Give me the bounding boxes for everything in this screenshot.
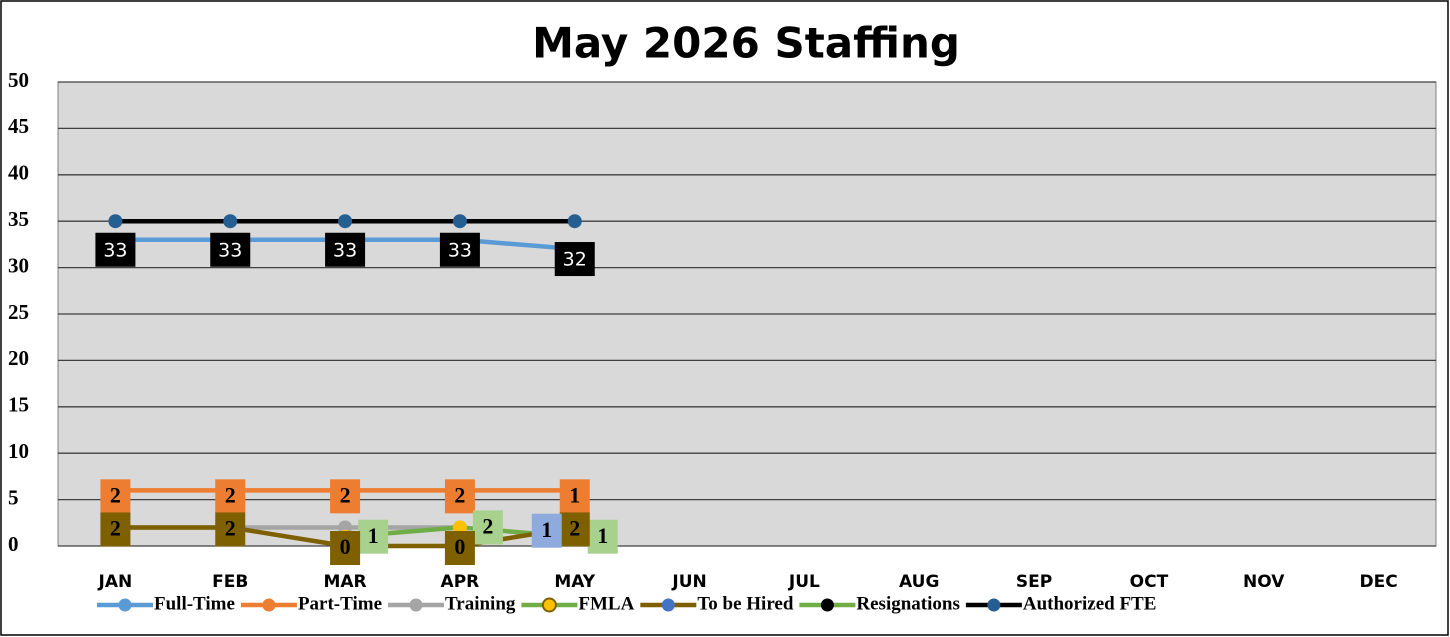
chart-title: May 2026 Staffing xyxy=(532,19,960,68)
x-tick-label: SEP xyxy=(1016,572,1052,592)
data-label-box xyxy=(444,479,475,514)
data-label: 2 xyxy=(482,513,493,538)
data-label-box xyxy=(95,232,136,267)
data-label: 33 xyxy=(218,239,242,261)
data-label-box xyxy=(330,479,361,514)
data-label: 1 xyxy=(597,523,608,548)
legend-marker xyxy=(987,598,1001,612)
data-label-box xyxy=(587,519,618,554)
data-label-box xyxy=(472,510,503,545)
x-tick-label: DEC xyxy=(1359,572,1397,592)
data-label-box xyxy=(554,242,595,277)
series-marker xyxy=(223,214,238,229)
series-marker xyxy=(452,214,467,229)
data-label: 2 xyxy=(225,482,236,507)
data-label-box xyxy=(215,479,246,514)
y-tick-label: 5 xyxy=(8,485,19,509)
data-label-box xyxy=(100,512,131,547)
legend-label: Resignations xyxy=(856,593,959,614)
series-marker xyxy=(338,214,353,229)
legend-label: Part-Time xyxy=(298,593,382,614)
y-tick-label: 25 xyxy=(8,300,29,324)
legend-marker xyxy=(541,597,557,613)
y-tick-label: 0 xyxy=(8,532,19,556)
series-marker xyxy=(567,214,582,229)
data-label: 2 xyxy=(569,515,580,540)
x-tick-label: MAY xyxy=(554,572,595,592)
data-label: 0 xyxy=(340,534,351,559)
y-tick-label: 40 xyxy=(8,161,29,185)
data-label: 2 xyxy=(340,482,351,507)
legend-label: Full-Time xyxy=(154,593,235,614)
data-label: 33 xyxy=(448,239,472,261)
legend-marker xyxy=(262,598,276,612)
data-label-box xyxy=(439,232,480,267)
x-tick-label: AUG xyxy=(899,572,939,592)
data-label-box xyxy=(100,479,131,514)
y-tick-label: 50 xyxy=(8,68,29,92)
x-tick-label: JUL xyxy=(788,572,820,592)
x-tick-label: JUN xyxy=(671,572,706,592)
legend-label: FMLA xyxy=(578,593,634,614)
legend-label: To be Hired xyxy=(697,593,794,614)
series-marker xyxy=(452,520,467,535)
data-label-box xyxy=(444,531,475,565)
x-tick-label: MAR xyxy=(323,572,366,592)
x-tick-label: OCT xyxy=(1130,572,1169,592)
data-label: 2 xyxy=(110,482,121,507)
legend-label: Training xyxy=(445,593,516,614)
data-label: 2 xyxy=(110,515,121,540)
data-label-box xyxy=(325,232,366,267)
y-tick-label: 30 xyxy=(8,253,29,277)
y-tick-label: 45 xyxy=(8,114,29,138)
legend-label: Authorized FTE xyxy=(1023,593,1157,614)
data-label-box xyxy=(559,512,590,547)
data-label: 1 xyxy=(541,517,552,542)
data-label-box xyxy=(559,479,590,514)
legend-marker xyxy=(118,598,132,612)
y-tick-label: 35 xyxy=(8,207,29,231)
series-marker xyxy=(108,214,123,229)
data-label-box xyxy=(330,531,361,565)
legend-marker xyxy=(820,598,834,612)
data-label: 0 xyxy=(454,534,465,559)
data-label: 1 xyxy=(368,523,379,548)
x-tick-label: JAN xyxy=(98,572,133,592)
legend-marker xyxy=(409,598,423,612)
x-tick-label: FEB xyxy=(212,572,248,592)
y-tick-label: 20 xyxy=(8,346,29,370)
data-label: 2 xyxy=(225,515,236,540)
data-label: 32 xyxy=(563,249,587,271)
data-label: 1 xyxy=(569,482,580,507)
data-label: 33 xyxy=(103,239,127,261)
legend-marker xyxy=(661,598,675,612)
y-tick-label: 15 xyxy=(8,393,29,417)
x-tick-label: NOV xyxy=(1243,572,1285,592)
y-tick-label: 10 xyxy=(8,439,29,463)
data-label-box xyxy=(358,519,389,554)
x-tick-label: APR xyxy=(441,572,480,592)
data-label-box xyxy=(210,232,251,267)
data-label: 33 xyxy=(333,239,357,261)
data-label-box xyxy=(531,513,562,548)
data-label-box xyxy=(215,512,246,547)
data-label: 2 xyxy=(454,482,465,507)
